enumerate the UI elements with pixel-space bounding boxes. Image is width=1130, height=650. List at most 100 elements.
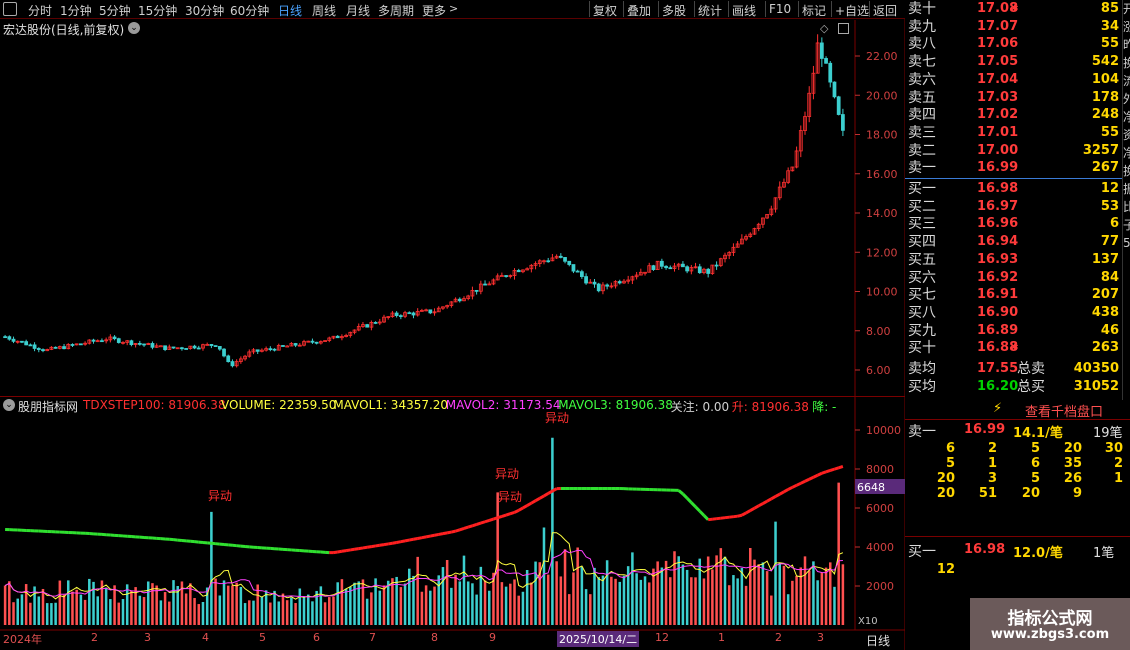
candle-body	[327, 337, 332, 341]
sell-row[interactable]: 卖十 17.08 ✱ 85	[905, 0, 1122, 18]
sell-row[interactable]: 卖二 17.00 3257	[905, 142, 1122, 160]
tick-cell: 6	[1030, 456, 1040, 471]
candle-body	[15, 340, 20, 343]
candle-body	[634, 274, 639, 278]
date-tick: 4	[202, 631, 209, 644]
indicator-value-7: 降: -	[812, 400, 837, 414]
period-tab-8[interactable]: 月线	[346, 4, 371, 18]
buy-row[interactable]: 买五 16.93 137	[905, 251, 1122, 269]
row-price: 16.90	[977, 304, 1019, 320]
step-line-segment	[681, 492, 689, 500]
row-volume: 55	[1100, 124, 1119, 140]
view-depth-button[interactable]: 查看千档盘口	[1025, 405, 1104, 420]
panel-toggle-icon[interactable]	[838, 23, 849, 34]
menu-icon[interactable]	[3, 2, 17, 16]
mavol1-line	[4, 532, 844, 600]
buy-row[interactable]: 买三 16.96 6	[905, 215, 1122, 233]
toolbar-action-0[interactable]: 复权	[593, 4, 618, 18]
step-line-segment	[534, 497, 541, 503]
candle-body	[28, 344, 33, 347]
current-value-label: 6648	[857, 481, 885, 494]
row-price: 17.01	[977, 124, 1019, 140]
date-tick: 2	[91, 631, 98, 644]
candle-body	[613, 281, 618, 287]
indicator-header: ⌄ 股朋指标网 TDXSTEP100: 81906.38 VOLUME: 22359.…	[0, 397, 855, 414]
step-line-segment	[729, 515, 734, 519]
candle-body	[765, 214, 769, 219]
candle-body	[659, 260, 664, 267]
buy-row[interactable]: 买十 16.88 ✱ 263	[905, 339, 1122, 357]
candle-body	[415, 310, 420, 316]
sell-row[interactable]: 卖九 17.07 34	[905, 18, 1122, 36]
price-tick-label: 18.00	[866, 129, 898, 142]
sell-row[interactable]: 卖八 17.06 55	[905, 35, 1122, 53]
stock-title[interactable]: 宏达股份(日线,前复权)	[3, 23, 125, 37]
buy-row[interactable]: 买八 16.90 438	[905, 304, 1122, 322]
period-tab-9[interactable]: 多周期	[378, 4, 415, 18]
buy-row[interactable]: 买六 16.92 84	[905, 269, 1122, 287]
row-label: 卖七	[908, 54, 936, 71]
toolbar-action-2[interactable]: 多股	[662, 4, 687, 18]
toolbar-action-3[interactable]: 统计	[698, 4, 723, 18]
toolbar-action-4[interactable]: 画线	[732, 4, 757, 18]
candle-body	[49, 346, 54, 350]
period-tab-10[interactable]: 更多	[422, 4, 447, 18]
buy-row[interactable]: 买二 16.97 53	[905, 198, 1122, 216]
period-tab-1[interactable]: 1分钟	[60, 4, 92, 18]
sell-row[interactable]: 卖七 17.05 542	[905, 53, 1122, 71]
buy-row[interactable]: 买四 16.94 77	[905, 233, 1122, 251]
buy-row[interactable]: 买九 16.89 46	[905, 322, 1122, 340]
period-tab-5[interactable]: 60分钟	[230, 4, 270, 18]
info-strip-label: 流	[1123, 72, 1130, 90]
chevron-down-icon[interactable]: ⌄	[128, 22, 140, 34]
sell-row[interactable]: 卖六 17.04 104	[905, 71, 1122, 89]
period-tab-6[interactable]: 日线	[278, 4, 303, 18]
sell-row[interactable]: 卖四 17.02 248	[905, 106, 1122, 124]
row-volume: 84	[1100, 269, 1119, 285]
candle-body	[407, 312, 412, 315]
panel-divider	[905, 536, 1130, 537]
candle-body	[53, 346, 58, 349]
step-line-segment	[493, 516, 499, 521]
anomaly-annotation: 异动	[208, 489, 232, 503]
row-volume: 85	[1100, 1, 1119, 16]
sell-row[interactable]: 卖一 16.99 267	[905, 159, 1122, 177]
buy-row[interactable]: 买七 16.91 207	[905, 286, 1122, 304]
sell-row[interactable]: 卖三 17.01 55	[905, 124, 1122, 142]
candle-body	[651, 265, 656, 270]
toolbar-action-6[interactable]: 标记	[802, 4, 827, 18]
step-line-segment	[358, 546, 364, 551]
chevron-down-icon[interactable]: ⌄	[3, 399, 15, 411]
candle-body	[491, 279, 496, 285]
candle-body	[104, 339, 109, 342]
candle-body	[133, 342, 138, 346]
period-tab-0[interactable]: 分时	[28, 4, 53, 18]
row-price: 17.05	[977, 54, 1019, 70]
period-tab-3[interactable]: 15分钟	[138, 4, 178, 18]
toolbar-action-5[interactable]: F10	[769, 2, 792, 16]
period-tab-2[interactable]: 5分钟	[99, 4, 131, 18]
toolbar-action-8[interactable]: 返回	[873, 4, 898, 18]
step-line-segment	[497, 514, 503, 520]
info-strip-label: 换	[1123, 54, 1130, 72]
diamond-icon[interactable]: ◇	[820, 22, 829, 35]
row-label: 卖五	[908, 89, 936, 106]
order-book: 卖十 17.08 ✱ 85 卖九 17.07 34 卖八 17.06 55 卖七 17.05 542 卖六…	[905, 0, 1122, 400]
step-line-segment	[526, 501, 533, 507]
toolbar-action-1[interactable]: 叠加	[627, 4, 652, 18]
chevron-right-icon[interactable]: >	[449, 2, 459, 15]
indicator-name[interactable]: 股朋指标网	[18, 400, 79, 414]
step-line-segment	[779, 490, 785, 496]
buy-row[interactable]: 买一 16.98 12	[905, 180, 1122, 198]
candle-body	[230, 361, 235, 367]
toolbar-action-7[interactable]: +自选	[835, 4, 870, 18]
period-tab-7[interactable]: 周线	[312, 4, 337, 18]
period-tab-4[interactable]: 30分钟	[185, 4, 225, 18]
row-label: 买九	[908, 322, 936, 339]
sell-row[interactable]: 卖五 17.03 178	[905, 89, 1122, 107]
candle-body	[234, 361, 239, 367]
candle-body	[474, 290, 479, 292]
candle-body	[125, 340, 130, 343]
candle-body	[352, 329, 357, 333]
chart-canvas[interactable]: 22.0020.0018.0016.0014.0012.0010.008.006…	[0, 0, 905, 650]
